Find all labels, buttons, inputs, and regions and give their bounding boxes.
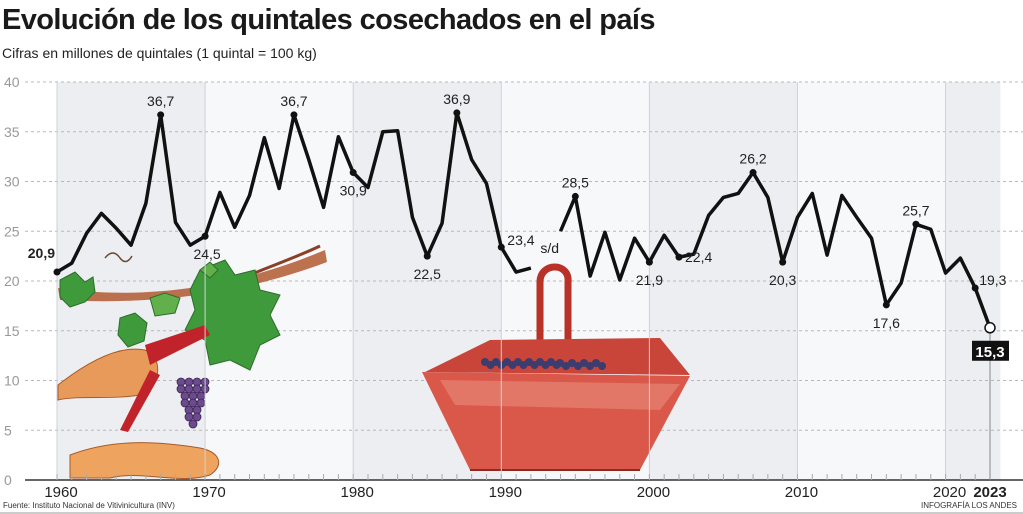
data-point-marker: [912, 220, 920, 228]
data-point-marker: [290, 111, 298, 119]
grape: [568, 359, 576, 367]
data-point-marker: [349, 169, 357, 177]
last-value-box: [972, 340, 1009, 361]
data-label-1995: 28,5: [562, 174, 589, 190]
data-point-marker: [749, 169, 757, 177]
vine-illustration: [58, 244, 327, 371]
y-tick-label: 10: [4, 373, 20, 389]
data-label-1987: 36,9: [443, 91, 470, 107]
x-tick-label: 1980: [341, 484, 374, 501]
x-axis: 1960 1970 1980 1990 2000 2010 2020 2023: [25, 474, 1023, 501]
grape: [574, 362, 582, 370]
data-label-2022: 19,3: [979, 272, 1006, 288]
data-label-2009: 20,3: [769, 272, 796, 288]
data-point-marker: [157, 111, 165, 119]
grape: [586, 362, 594, 370]
last-value-label: 15,3: [975, 344, 1004, 361]
data-label-1970: 24,5: [193, 246, 220, 262]
grape: [556, 359, 564, 367]
grape: [592, 359, 600, 367]
data-point-marker: [645, 258, 653, 266]
pruner-hand-illustration: [57, 325, 220, 480]
grape: [580, 359, 588, 367]
data-point-marker: [497, 243, 505, 251]
x-tick-label: 2000: [637, 484, 670, 501]
data-label-1967: 36,7: [147, 93, 174, 109]
y-tick-label: 25: [4, 223, 20, 239]
grape-cluster-illustration: [176, 377, 210, 429]
y-tick-label: 35: [4, 124, 20, 140]
data-label-2002: 22,4: [685, 249, 712, 265]
y-tick-label: 15: [4, 323, 20, 339]
data-label-2016: 17,6: [873, 315, 900, 331]
x-tick-label: 1960: [44, 484, 77, 501]
bottom-divider: [0, 512, 1023, 514]
chart-subtitle: Cifras en millones de quintales (1 quint…: [2, 45, 317, 61]
data-label-2018: 25,7: [902, 202, 929, 218]
y-tick-label: 20: [4, 273, 20, 289]
data-label-1976: 36,7: [280, 93, 307, 109]
missing-data-label: s/d: [540, 240, 559, 256]
source-note: Fuente: Instituto Nacional de Vitivinicu…: [3, 501, 175, 510]
data-label-1985: 22,5: [414, 266, 441, 282]
data-point-marker: [201, 232, 209, 240]
grape: [188, 419, 198, 429]
data-point-marker: [779, 258, 787, 266]
data-label-2007: 26,2: [739, 151, 766, 167]
data-label-2000: 21,9: [636, 272, 663, 288]
x-tick-label: 2010: [785, 484, 818, 501]
chart-title: Evolución de los quintales cosechados en…: [2, 4, 656, 36]
data-point-marker: [971, 284, 979, 292]
data-label-1980: 30,9: [340, 183, 367, 199]
data-point-marker: [453, 109, 461, 117]
x-tick-label: 1990: [489, 484, 522, 501]
data-label-1960: 20,9: [28, 245, 55, 261]
y-tick-label: 0: [4, 472, 12, 488]
grape: [598, 362, 606, 370]
y-tick-label: 5: [4, 422, 12, 438]
x-tick-label: 2020: [933, 484, 966, 501]
grape: [192, 412, 202, 422]
y-tick-label: 40: [4, 74, 20, 90]
x-tick-label: 2023: [973, 484, 1006, 501]
last-value-marker: [984, 322, 996, 334]
y-tick-label: 30: [4, 174, 20, 190]
grape: [562, 362, 570, 370]
illustrations: [57, 244, 690, 480]
y-axis: 0 5 10 15 20 25 30 35 40: [4, 74, 20, 488]
credit-note: INFOGRAFÍA LOS ANDES: [920, 501, 1017, 510]
basket-illustration: [422, 263, 690, 471]
annotations: 20,9 36,7 24,5 36,7 30,9 22,5 36,9 23,4 28,5 21,9…: [28, 91, 1009, 361]
data-label-1990: 23,4: [507, 232, 534, 248]
data-point-marker: [571, 192, 579, 200]
data-point-marker: [675, 253, 683, 261]
data-point-marker: [882, 301, 890, 309]
data-point-marker: [423, 252, 431, 260]
decade-lines: [56, 82, 947, 480]
x-tick-label: 1970: [192, 484, 225, 501]
data-point-marker: [53, 268, 61, 276]
